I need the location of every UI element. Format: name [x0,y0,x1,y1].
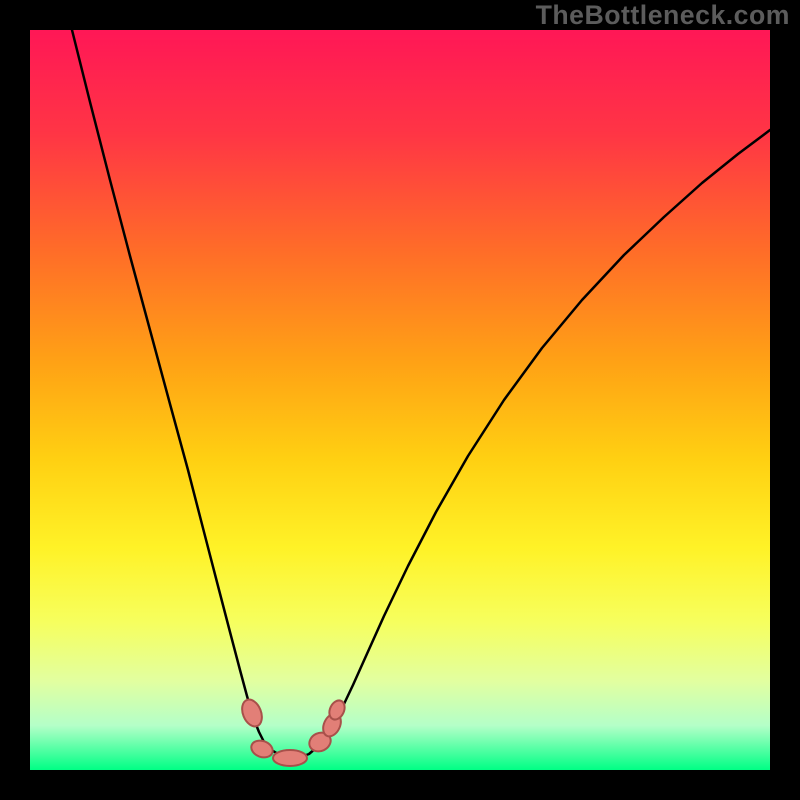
plot-area [30,30,770,770]
chart-svg [30,30,770,770]
chart-frame: TheBottleneck.com [0,0,800,800]
gradient-background [30,30,770,770]
watermark-text: TheBottleneck.com [536,0,790,31]
marker-2 [273,750,307,766]
